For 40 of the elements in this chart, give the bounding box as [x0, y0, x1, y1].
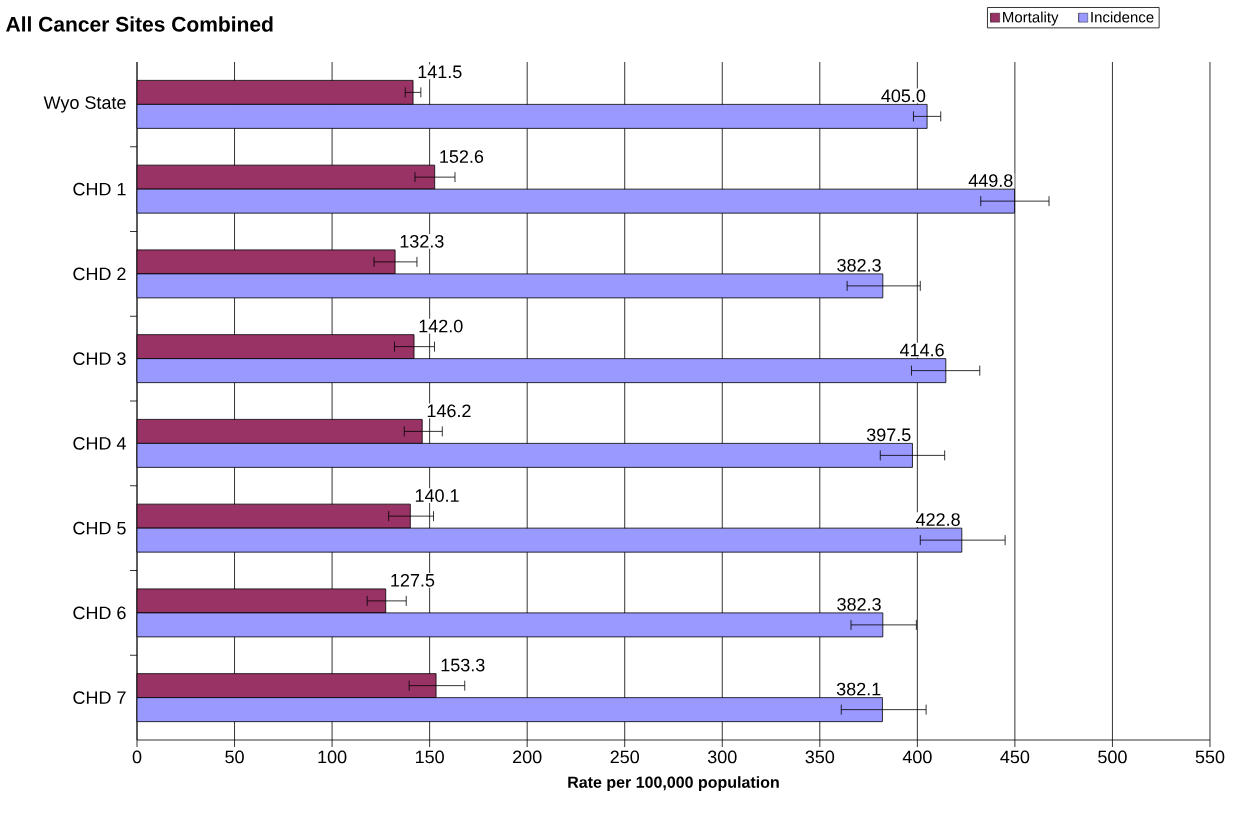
data-label: 422.8 [915, 513, 960, 526]
data-label: 449.8 [968, 174, 1013, 187]
x-tick-label: 400 [902, 750, 932, 764]
data-label: 382.3 [837, 258, 881, 272]
legend-label: Mortality [1003, 11, 1059, 26]
x-tick-label: 0 [132, 750, 142, 764]
y-tick-label: CHD 2 [73, 267, 126, 281]
data-label: 146.2 [427, 404, 471, 418]
data-label: 382.3 [837, 597, 881, 611]
x-axis-title: Rate per 100,000 population [568, 776, 779, 792]
y-tick-label: CHD 6 [73, 606, 126, 620]
data-label: 140.1 [415, 489, 459, 502]
x-tick-label: 250 [610, 750, 640, 764]
x-tick-label: 350 [805, 750, 835, 764]
data-label: 141.5 [418, 65, 462, 79]
y-tick-label: CHD 5 [73, 521, 126, 535]
data-label: 405.0 [881, 89, 926, 103]
data-label: 127.5 [391, 573, 435, 587]
y-tick-label: CHD 7 [73, 691, 126, 704]
y-tick-label: CHD 1 [73, 182, 126, 196]
x-tick-label: 200 [513, 750, 542, 764]
x-tick-label: 150 [415, 750, 444, 764]
data-label: 152.6 [440, 150, 484, 163]
x-tick-label: 450 [1000, 750, 1030, 764]
x-tick-label: 100 [318, 750, 347, 764]
x-tick-label: 300 [707, 750, 737, 764]
data-label: 142.0 [419, 319, 463, 333]
data-label: 132.3 [400, 234, 444, 248]
legend-label: Incidence [1091, 11, 1154, 23]
y-tick-label: CHD 4 [73, 437, 126, 450]
x-tick-label: 550 [1195, 750, 1225, 764]
chart-title: All Cancer Sites Combined [6, 16, 273, 32]
x-tick-label: 50 [225, 750, 244, 764]
data-label: 153.3 [441, 658, 485, 672]
data-label: 382.1 [836, 682, 881, 696]
x-tick-label: 500 [1098, 750, 1127, 764]
data-label: 397.5 [866, 428, 911, 442]
data-label: 414.6 [899, 343, 944, 357]
y-tick-label: CHD 3 [73, 352, 126, 365]
y-tick-label: Wyo State [43, 96, 126, 113]
